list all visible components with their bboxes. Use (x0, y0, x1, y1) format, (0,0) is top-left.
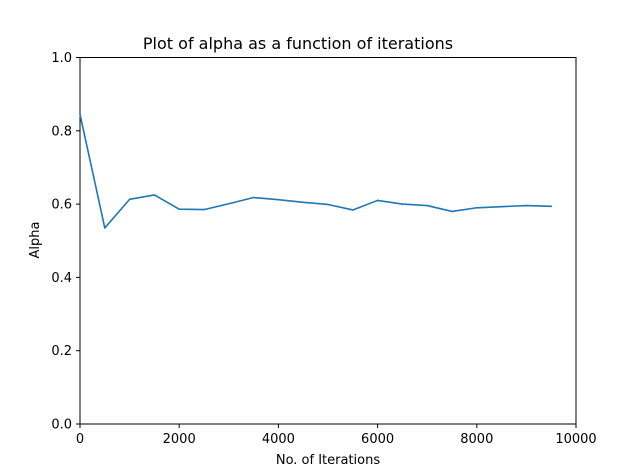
alpha-data-point (500, 205, 503, 208)
y-tick-label: 0.8 (51, 124, 72, 139)
alpha-data-point (352, 209, 354, 211)
y-tick-label: 1.0 (51, 51, 72, 66)
x-tick-label: 4000 (262, 432, 295, 447)
alpha-data-point (451, 210, 453, 213)
y-tick-label: 0.0 (51, 418, 72, 433)
alpha-data-point (252, 196, 255, 199)
alpha-series-line (79, 113, 553, 229)
alpha-data-point (277, 198, 280, 201)
alpha-data-point (178, 208, 180, 211)
y-tick-label: 0.4 (51, 271, 72, 286)
alpha-data-point (426, 204, 429, 207)
alpha-data-point (376, 199, 379, 202)
alpha-data-point (79, 113, 81, 116)
alpha-data-point (128, 198, 131, 201)
alpha-data-point (104, 227, 106, 229)
plot-area-frame (79, 57, 577, 425)
alpha-data-point (327, 203, 329, 206)
alpha-data-point (550, 205, 552, 208)
alpha-data-point (476, 206, 478, 209)
x-tick-label: 8000 (460, 432, 493, 447)
alpha-data-point (203, 208, 205, 211)
alpha-data-point (228, 202, 230, 205)
y-tick-label: 0.6 (51, 198, 72, 213)
y-tick-label: 0.2 (51, 344, 72, 359)
x-tick-label: 0 (76, 432, 84, 447)
x-tick-label: 6000 (361, 432, 394, 447)
alpha-data-point (302, 201, 305, 204)
alpha-data-point (401, 203, 404, 205)
chart-title: Plot of alpha as a function of iteration… (143, 34, 453, 53)
x-tick-label: 2000 (163, 432, 196, 447)
alpha-data-point (525, 204, 528, 207)
x-tick-label: 10000 (555, 432, 596, 447)
x-axis-label: No. of Iterations (276, 453, 381, 468)
alpha-data-point (153, 194, 156, 196)
y-axis-label: Alpha (28, 222, 43, 259)
